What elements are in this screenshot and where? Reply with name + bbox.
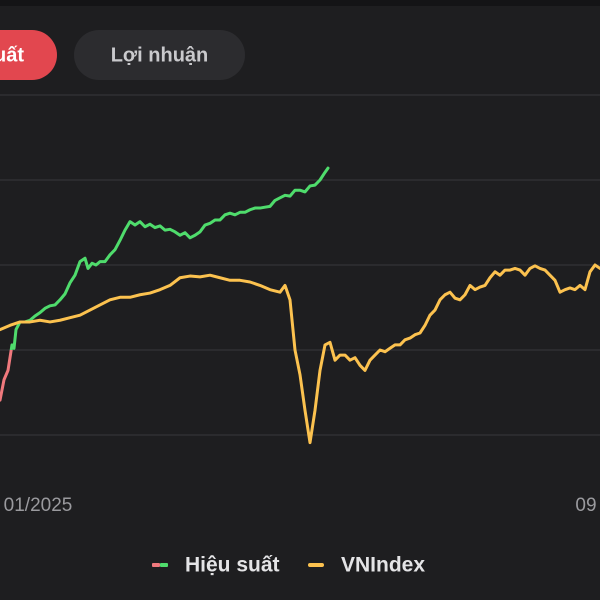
series-line: [0, 166, 330, 402]
x-tick-label: 01/2025: [4, 495, 73, 516]
series-line: [0, 263, 600, 445]
tab-label[interactable]: uất: [0, 44, 24, 66]
legend-swatch: [152, 563, 160, 567]
legend-label: Hiệu suất: [185, 554, 280, 577]
header-bar: [0, 0, 600, 6]
legend-label: VNIndex: [341, 554, 425, 577]
x-tick-label: 09: [575, 495, 596, 516]
tab-label[interactable]: Lợi nhuận: [111, 44, 209, 66]
legend-swatch: [308, 563, 324, 567]
tab-active[interactable]: [0, 30, 57, 80]
legend-swatch: [160, 563, 168, 567]
tab[interactable]: [74, 30, 245, 80]
